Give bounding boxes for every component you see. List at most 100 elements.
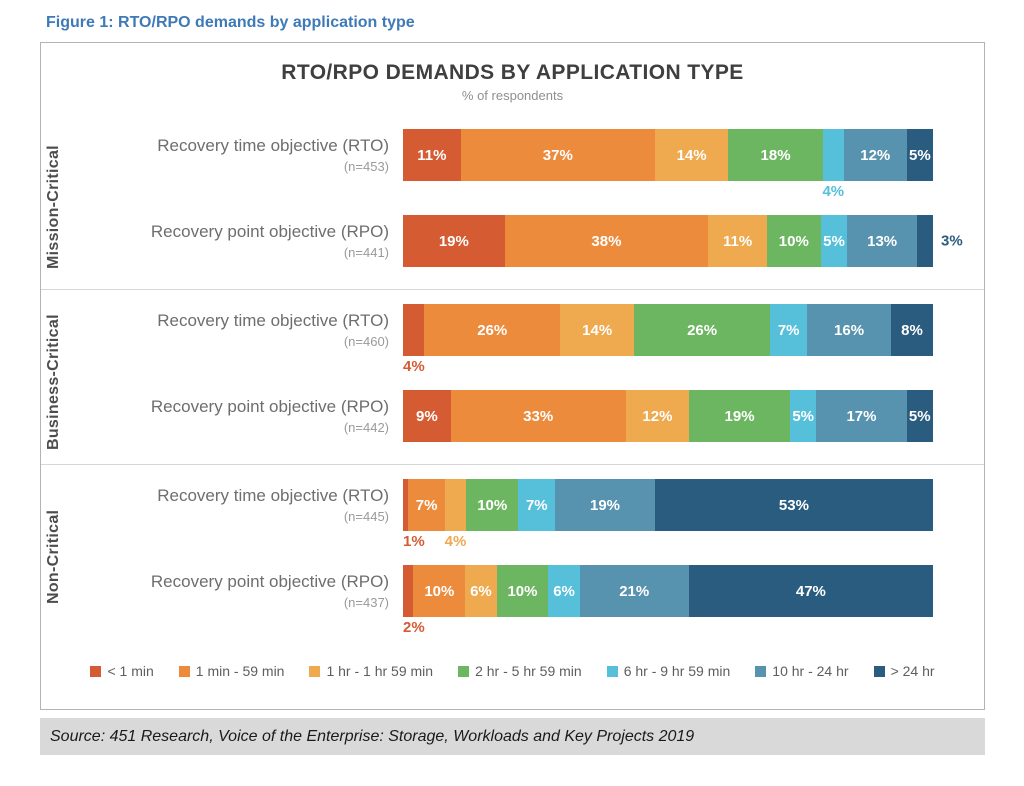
bar-track: 11% 37% 14% 18% 12% 5% 4% <box>403 129 933 200</box>
bar-segment: 7% <box>518 479 556 531</box>
row-label-text: Recovery point objective (RPO) <box>150 572 389 591</box>
stacked-bar: 19% 38% 11% 10% 5% 13% <box>403 215 933 267</box>
row-label: Recovery point objective (RPO) (n=441) <box>91 215 403 267</box>
legend-swatch <box>309 665 321 677</box>
below-label: 2% <box>403 619 425 636</box>
chart-row: Recovery point objective (RPO) (n=442) 9% 3… <box>91 390 976 460</box>
chart-row: Recovery time objective (RTO) (n=445) 7% 10… <box>91 479 976 550</box>
below-label: 1% <box>403 533 425 550</box>
stacked-bar: 10% 6% 10% 6% 21% 47% <box>403 565 933 617</box>
group-non-critical: Non-Critical Recovery time objective (RTO… <box>41 464 984 639</box>
below-label: 4% <box>822 183 845 200</box>
group-mission-critical: Mission-Critical Recovery time objective … <box>41 115 984 289</box>
bar-segment: 10% <box>496 565 549 617</box>
legend-item: < 1 min <box>90 663 154 679</box>
group-rows: Recovery time objective (RTO) (n=445) 7% 10… <box>91 479 976 636</box>
chart-row: Recovery point objective (RPO) (n=441) 19%… <box>91 215 976 285</box>
stacked-bar: 26% 14% 26% 7% 16% 8% <box>403 304 933 356</box>
row-label-text: Recovery time objective (RTO) <box>157 136 389 155</box>
bar-segment: 5% <box>906 129 933 181</box>
bar-segment: 5% <box>789 390 817 442</box>
below-label-strip: 4% <box>403 356 933 375</box>
bar-track: 7% 10% 7% 19% 53% 1% 4% <box>403 479 933 550</box>
group-rows: Recovery time objective (RTO) (n=460) 26% 1… <box>91 304 976 460</box>
bar-segment: 14% <box>654 129 729 181</box>
source-note: Source: 451 Research, Voice of the Enter… <box>40 718 985 755</box>
bar-segment: 7% <box>408 479 445 531</box>
bar-segment <box>822 129 844 181</box>
row-label: Recovery point objective (RPO) (n=442) <box>91 390 403 442</box>
bar-segment: 37% <box>460 129 655 181</box>
row-n-count: (n=445) <box>343 509 389 524</box>
bar-segment: 11% <box>708 215 768 267</box>
bar-segment <box>916 215 933 267</box>
page: Figure 1: RTO/RPO demands by application… <box>40 14 985 755</box>
bar-segment: 9% <box>403 390 451 442</box>
group-label: Non-Critical <box>45 509 62 605</box>
row-n-count: (n=453) <box>343 159 389 174</box>
bar-segment: 38% <box>504 215 709 267</box>
row-label-text: Recovery point objective (RPO) <box>150 397 389 416</box>
bar-segment: 6% <box>548 565 580 617</box>
bar-segment: 10% <box>767 215 821 267</box>
bar-segment: 21% <box>579 565 689 617</box>
below-label: 4% <box>444 533 467 550</box>
bar-segment: 8% <box>891 304 933 356</box>
legend-item: 2 hr - 5 hr 59 min <box>458 663 582 679</box>
bar-segment: 19% <box>555 479 655 531</box>
stacked-bar: 7% 10% 7% 19% 53% <box>403 479 933 531</box>
bar-segment: 5% <box>820 215 848 267</box>
row-label: Recovery time objective (RTO) (n=453) <box>91 129 403 181</box>
legend-item: > 24 hr <box>873 663 935 679</box>
stacked-bar: 11% 37% 14% 18% 12% 5% <box>403 129 933 181</box>
bar-segment: 19% <box>403 215 505 267</box>
bar-segment: 47% <box>688 565 933 617</box>
stacked-bar: 9% 33% 12% 19% 5% 17% 5% <box>403 390 933 442</box>
row-label: Recovery time objective (RTO) (n=460) <box>91 304 403 356</box>
legend: < 1 min 1 min - 59 min 1 hr - 1 hr 59 min 2… <box>41 663 984 679</box>
legend-label: 1 min - 59 min <box>195 663 285 679</box>
bar-segment: 14% <box>560 304 634 356</box>
legend-swatch <box>755 665 767 677</box>
legend-swatch <box>606 665 618 677</box>
legend-label: < 1 min <box>107 663 154 679</box>
bar-segment <box>403 479 409 531</box>
bar-track: 19% 38% 11% 10% 5% 13% 3% <box>403 215 963 285</box>
legend-label: 2 hr - 5 hr 59 min <box>475 663 582 679</box>
row-label-text: Recovery time objective (RTO) <box>157 486 389 505</box>
bar-segment <box>403 304 424 356</box>
chart-row: Recovery point objective (RPO) (n=437) 10%… <box>91 565 976 636</box>
legend-item: 1 min - 59 min <box>178 663 285 679</box>
row-label-text: Recovery point objective (RPO) <box>150 222 389 241</box>
bar-track: 10% 6% 10% 6% 21% 47% 2% <box>403 565 933 636</box>
below-label-strip: 4% <box>403 181 933 200</box>
bar-track: 26% 14% 26% 7% 16% 8% 4% <box>403 304 933 375</box>
group-label: Business-Critical <box>45 314 62 450</box>
bar-segment: 10% <box>465 479 519 531</box>
bar-track: 9% 33% 12% 19% 5% 17% 5% <box>403 390 933 460</box>
group-label: Mission-Critical <box>45 145 62 269</box>
bar-segment <box>444 479 466 531</box>
bar-segment <box>403 565 414 617</box>
legend-label: > 24 hr <box>890 663 935 679</box>
row-n-count: (n=460) <box>343 334 389 349</box>
row-n-count: (n=442) <box>343 420 389 435</box>
legend-swatch <box>458 665 470 677</box>
legend-swatch <box>178 665 190 677</box>
below-label: 4% <box>403 358 425 375</box>
chart-subtitle: % of respondents <box>461 88 564 103</box>
group-rows: Recovery time objective (RTO) (n=453) 11% 3… <box>91 129 976 285</box>
bar-segment: 33% <box>450 390 626 442</box>
row-n-count: (n=441) <box>343 245 389 260</box>
row-label-text: Recovery time objective (RTO) <box>157 311 389 330</box>
bar-segment: 16% <box>807 304 892 356</box>
bar-segment: 10% <box>413 565 466 617</box>
bar-segment: 19% <box>689 390 790 442</box>
outside-right-label: 3% <box>941 232 963 250</box>
bar-segment: 26% <box>423 304 561 356</box>
group-business-critical: Business-Critical Recovery time objective… <box>41 289 984 464</box>
below-label-strip <box>403 267 933 285</box>
legend-swatch <box>873 665 885 677</box>
legend-item: 10 hr - 24 hr <box>755 663 849 679</box>
chart-title: RTO/RPO DEMANDS BY APPLICATION TYPE <box>281 61 744 84</box>
